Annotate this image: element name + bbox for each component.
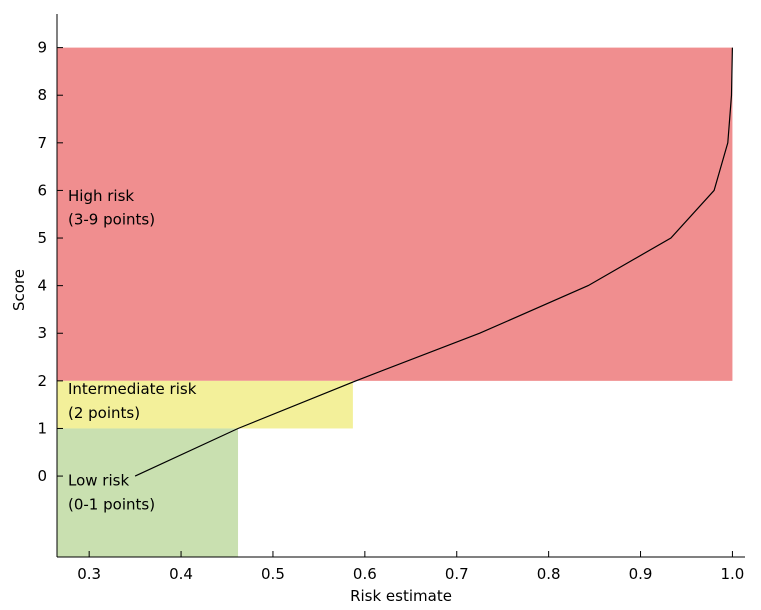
region-label-2-line2: (3-9 points) — [68, 211, 155, 229]
region-label-2-line1: High risk — [68, 187, 134, 205]
y-tick-label: 4 — [37, 277, 47, 295]
y-tick-label: 0 — [37, 467, 47, 485]
x-tick-label: 0.5 — [261, 565, 285, 583]
region-label-0-line2: (0-1 points) — [68, 495, 155, 513]
data-series — [134, 47, 733, 477]
x-tick-label: 0.6 — [353, 565, 377, 583]
region-2 — [57, 47, 733, 381]
y-tick-label: 8 — [37, 86, 47, 104]
y-tick-label: 3 — [37, 324, 47, 342]
region-0 — [57, 428, 239, 557]
region-1 — [57, 380, 353, 429]
series-line-0 — [134, 47, 733, 477]
region-label-1-line2: (2 points) — [68, 404, 140, 422]
x-ticks: 0.3 0.4 0.5 0.6 0.7 0.8 0.9 1.0 — [77, 551, 744, 583]
x-tick-label: 0.8 — [537, 565, 561, 583]
y-tick-label: 1 — [37, 419, 47, 437]
x-tick-label: 0.9 — [629, 565, 653, 583]
x-axis-title: Risk estimate — [350, 587, 452, 605]
y-ticks: 0 1 2 3 4 5 6 7 8 9 — [37, 39, 63, 485]
y-tick-label: 9 — [37, 39, 47, 57]
x-tick-label: 0.7 — [445, 565, 469, 583]
x-tick-label: 0.4 — [169, 565, 193, 583]
region-label-0-line1: Low risk — [68, 472, 129, 490]
y-tick-label: 7 — [37, 134, 47, 152]
region-label-1-line1: Intermediate risk — [68, 380, 197, 398]
x-tick-label: 1.0 — [721, 565, 745, 583]
y-axis-title: Score — [10, 269, 28, 311]
region-labels: Low risk (0-1 points) Intermediate risk (2 … — [68, 187, 197, 513]
y-tick-label: 5 — [37, 229, 47, 247]
risk-regions — [57, 47, 733, 557]
y-tick-label: 2 — [37, 372, 47, 390]
x-tick-label: 0.3 — [77, 565, 101, 583]
y-tick-label: 6 — [37, 181, 47, 199]
